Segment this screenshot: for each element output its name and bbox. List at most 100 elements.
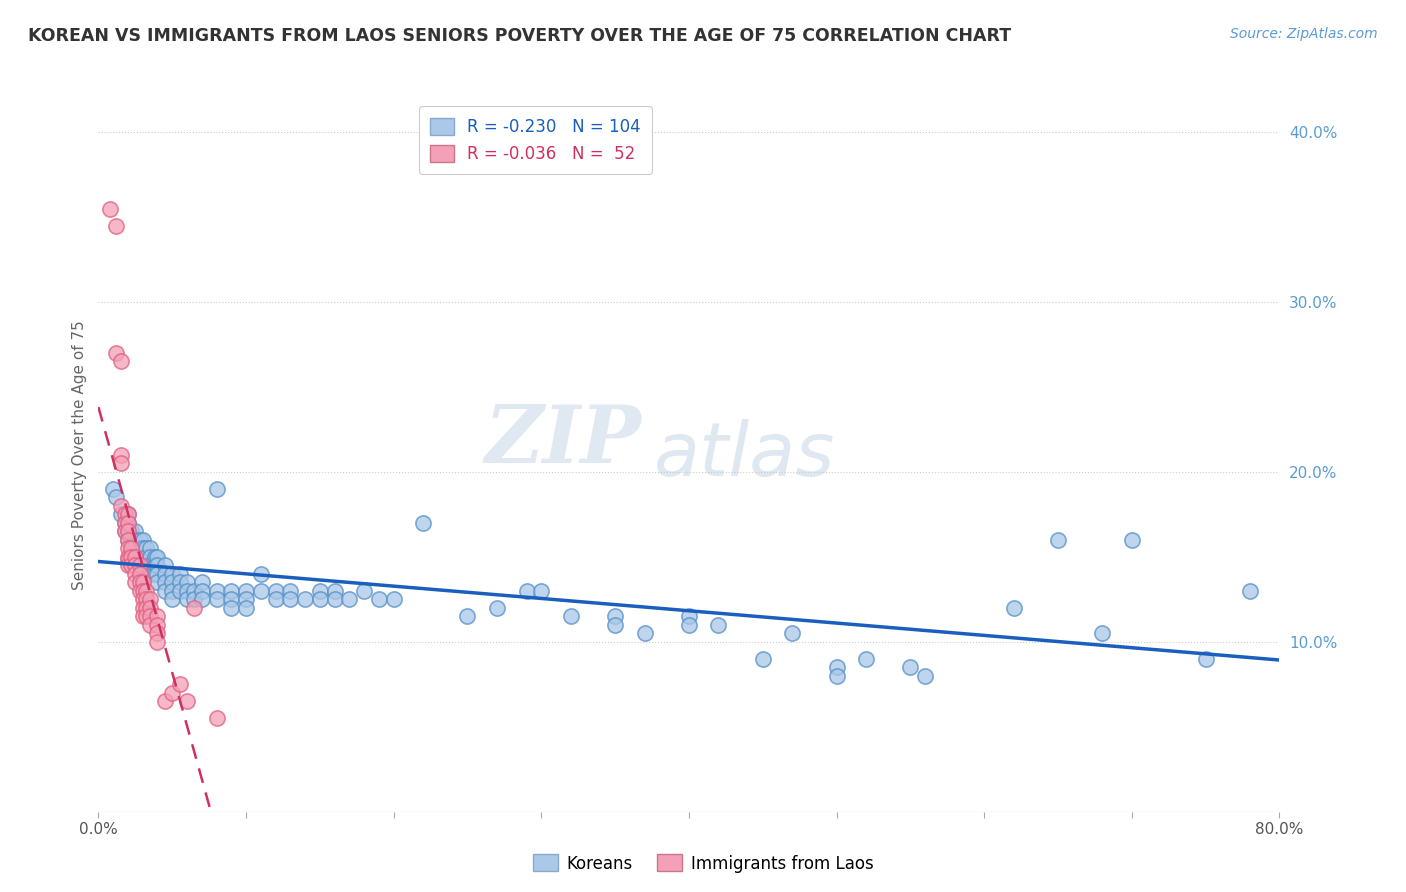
Point [124,549,146,564]
Point [132,583,155,598]
Point [124,533,146,547]
Point [169,566,191,581]
Point [124,549,146,564]
Point [146,609,169,624]
Point [117,516,139,530]
Point [707,617,730,632]
Point [339,592,360,607]
Point [117,524,139,539]
Legend: Koreans, Immigrants from Laos: Koreans, Immigrants from Laos [526,847,880,880]
Point [124,524,146,539]
Point [153,575,176,590]
Point [1091,626,1114,640]
Point [117,558,139,573]
Point [105,219,128,233]
Point [117,533,139,547]
Point [678,609,700,624]
Point [146,626,169,640]
Point [250,566,273,581]
Point [128,575,150,590]
Point [309,583,332,598]
Text: atlas: atlas [654,419,835,491]
Point [191,592,214,607]
Point [117,541,139,556]
Point [169,575,191,590]
Point [98,202,121,216]
Point [309,592,332,607]
Point [128,533,150,547]
Point [169,677,191,691]
Point [153,694,176,708]
Point [751,652,773,666]
Point [219,600,242,615]
Point [128,558,150,573]
Point [278,592,302,607]
Point [120,524,142,539]
Point [162,592,183,607]
Point [110,354,132,368]
Point [183,583,205,598]
Point [132,558,155,573]
Text: ZIP: ZIP [485,402,641,479]
Point [132,533,155,547]
Point [205,592,228,607]
Point [117,508,139,522]
Point [128,583,150,598]
Point [135,541,157,556]
Point [560,609,582,624]
Point [117,516,139,530]
Point [124,541,146,556]
Point [456,609,478,624]
Point [139,609,162,624]
Point [1002,600,1025,615]
Point [146,549,169,564]
Point [117,508,139,522]
Text: Source: ZipAtlas.com: Source: ZipAtlas.com [1230,27,1378,41]
Point [110,499,132,513]
Point [124,566,146,581]
Point [105,491,128,505]
Point [117,553,139,567]
Point [825,660,848,674]
Point [139,600,162,615]
Point [633,626,655,640]
Point [117,533,139,547]
Point [855,652,877,666]
Point [1046,533,1069,547]
Point [139,541,162,556]
Point [368,592,391,607]
Point [120,541,142,556]
Point [278,583,302,598]
Point [235,600,257,615]
Point [191,583,214,598]
Point [132,541,155,556]
Point [914,669,936,683]
Point [146,558,169,573]
Point [176,583,198,598]
Point [132,549,155,564]
Point [183,592,205,607]
Point [219,592,242,607]
Point [143,558,166,573]
Point [120,558,142,573]
Point [264,592,287,607]
Point [1239,583,1261,598]
Point [176,592,198,607]
Point [219,583,242,598]
Point [139,617,162,632]
Point [120,541,142,556]
Point [678,617,700,632]
Point [183,600,205,615]
Point [146,575,169,590]
Point [146,566,169,581]
Point [205,583,228,598]
Point [135,600,157,615]
Point [110,448,132,462]
Point [176,575,198,590]
Point [264,583,287,598]
Point [153,566,176,581]
Point [146,635,169,649]
Point [135,609,157,624]
Point [143,566,166,581]
Point [162,566,183,581]
